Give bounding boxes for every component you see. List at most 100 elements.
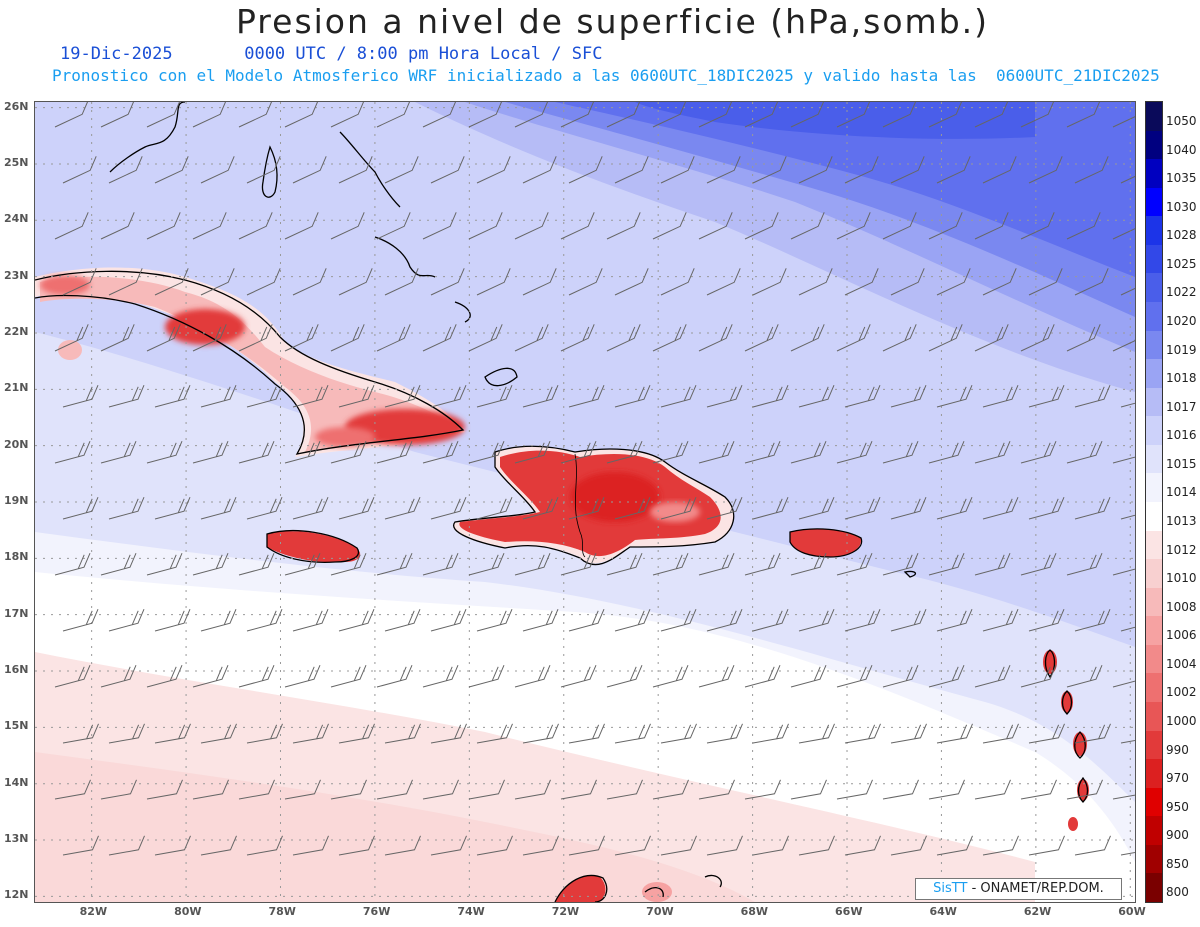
wind-barb (706, 385, 743, 408)
wind-barb (706, 156, 741, 184)
wind-barb (844, 835, 881, 856)
colorbar-segment (1146, 759, 1162, 789)
wind-barb (514, 553, 551, 576)
wind-barb (284, 441, 321, 464)
longitude-label: 64W (929, 905, 957, 918)
wind-barb (422, 665, 459, 688)
colorbar-label: 1014 (1166, 485, 1197, 500)
wind-barb (928, 553, 965, 576)
wind-barb (330, 665, 367, 688)
wind-barb (798, 609, 835, 632)
wind-barb (890, 268, 925, 296)
wind-barb (154, 268, 189, 296)
wind-barb (652, 553, 689, 576)
wind-barb (476, 835, 513, 856)
wind-barb (430, 723, 467, 744)
wind-barb (744, 212, 779, 240)
wind-barb (752, 385, 789, 408)
wind-barb (238, 779, 275, 800)
wind-barb (982, 156, 1017, 184)
wind-barb (790, 324, 825, 352)
graticule (35, 102, 1135, 902)
island-shading (35, 267, 1089, 902)
colorbar-segment (1146, 730, 1162, 760)
wind-barb (154, 156, 189, 184)
wind-barb (430, 268, 465, 296)
wind-barb (292, 497, 329, 520)
wind-barb (982, 497, 1019, 520)
wind-barb (882, 324, 917, 352)
wind-barb (108, 609, 145, 632)
wind-barb (974, 212, 1009, 240)
credit-text: - ONAMET/REP.DOM. (967, 881, 1104, 896)
latitude-label: 14N (4, 775, 29, 789)
wind-barb (430, 385, 467, 408)
latitude-label: 26N (4, 99, 29, 113)
wind-barb (338, 497, 375, 520)
wind-barb (936, 723, 973, 744)
wind-barb (1066, 212, 1101, 240)
wind-barb (560, 553, 597, 576)
wind-barb (1066, 553, 1103, 576)
wind-barb (936, 609, 973, 632)
wind-barb (54, 665, 91, 688)
wind-barb (928, 779, 965, 800)
longitude-label: 74W (457, 905, 485, 918)
wind-barb (146, 324, 181, 352)
wind-barb (1112, 568, 1135, 576)
wind-barb (384, 385, 421, 408)
wind-barb (928, 665, 965, 688)
colorbar-label: 900 (1166, 828, 1189, 843)
colorbar-label: 970 (1166, 771, 1189, 786)
wind-barb (882, 441, 919, 464)
colorbar-label: 800 (1166, 885, 1189, 900)
wind-barb (146, 779, 183, 800)
colorbar-label: 990 (1166, 742, 1189, 757)
wind-barb (652, 212, 687, 240)
wind-barb (798, 156, 833, 184)
wind-barb (1020, 102, 1055, 128)
wind-barb (1066, 779, 1103, 800)
wind-barb (108, 835, 145, 856)
wind-barb (660, 835, 697, 856)
wind-barb (606, 553, 643, 576)
latitude-label: 15N (4, 719, 29, 733)
wind-barb (238, 102, 273, 128)
wind-barb (1120, 175, 1135, 184)
wind-barb (1112, 794, 1135, 800)
wind-barb (468, 324, 503, 352)
latitude-label: 25N (4, 155, 29, 169)
wind-barb (890, 723, 927, 744)
wind-barb (514, 212, 549, 240)
wind-barb (974, 324, 1009, 352)
wind-barb (338, 609, 375, 632)
wind-barb (752, 497, 789, 520)
wind-barb (430, 497, 467, 520)
wind-barb (330, 553, 367, 576)
wind-barb (706, 609, 743, 632)
wind-barb (1120, 740, 1135, 744)
wind-barb (660, 156, 695, 184)
wind-barb (844, 609, 881, 632)
credit-box: SisTT - ONAMET/REP.DOM. (915, 878, 1122, 900)
wind-barb (376, 441, 413, 464)
wind-barb (422, 779, 459, 800)
latitude-label: 13N (4, 832, 29, 846)
wind-barb (422, 553, 459, 576)
wind-barb (1074, 723, 1111, 744)
wind-barb (192, 102, 227, 128)
wind-barb (100, 324, 135, 352)
wind-barb (790, 441, 827, 464)
colorbar-label: 950 (1166, 799, 1189, 814)
wind-barb (1074, 609, 1111, 632)
wind-barb (330, 779, 367, 800)
wind-barb (154, 497, 191, 520)
wind-barb (974, 102, 1009, 128)
latitude-label: 23N (4, 268, 29, 282)
wind-barb (284, 779, 321, 800)
wind-barb (54, 553, 91, 576)
wind-barb (154, 835, 191, 856)
colorbar-segment (1146, 244, 1162, 274)
wind-barb (790, 553, 827, 576)
wind-barb (974, 553, 1011, 576)
